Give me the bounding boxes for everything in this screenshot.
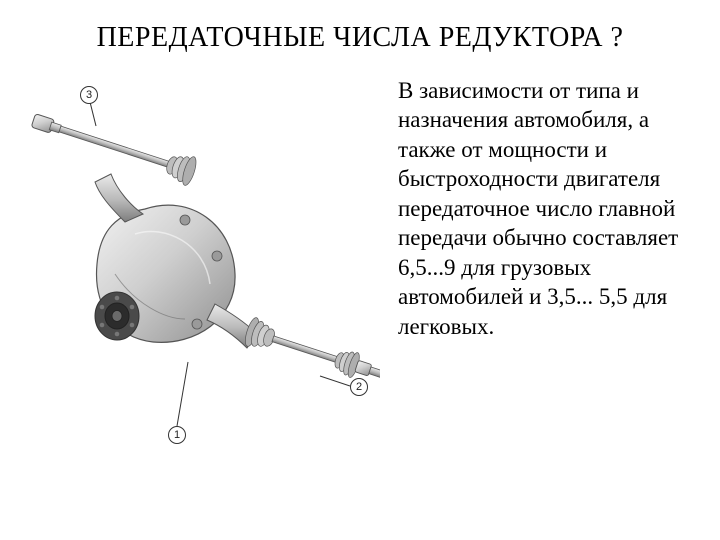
page-title: ПЕРЕДАТОЧНЫЕ ЧИСЛА РЕДУКТОРА ? — [0, 0, 720, 54]
callout-2: 2 — [350, 378, 368, 396]
axle-svg — [20, 74, 380, 494]
callout-1: 1 — [168, 426, 186, 444]
content-row: 1 2 3 В зависимости от типа и назначения… — [0, 54, 720, 494]
body-paragraph: В зависимости от типа и назначения автом… — [398, 74, 690, 494]
callout-3: 3 — [80, 86, 98, 104]
axle-figure: 1 2 3 — [20, 74, 380, 494]
